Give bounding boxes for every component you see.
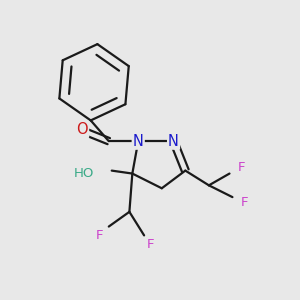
Text: HO: HO (74, 167, 94, 180)
Text: F: F (241, 196, 248, 209)
Text: O: O (76, 122, 88, 137)
Text: F: F (238, 161, 245, 174)
Text: N: N (168, 134, 179, 149)
Text: F: F (96, 229, 104, 242)
Text: F: F (146, 238, 154, 251)
Text: N: N (133, 134, 144, 149)
